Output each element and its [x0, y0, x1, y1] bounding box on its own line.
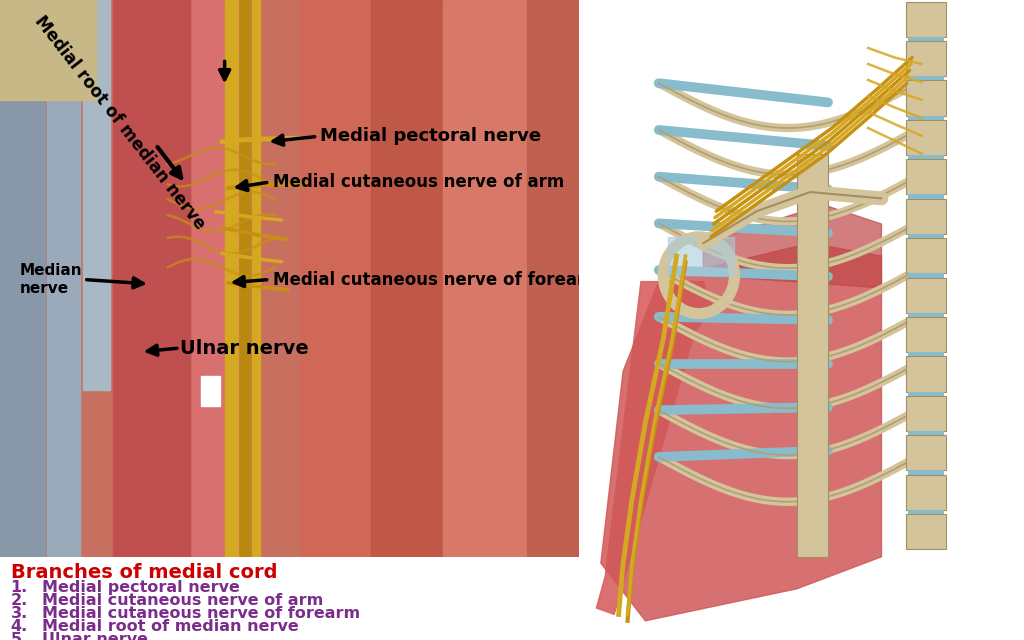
Bar — [908, 234, 944, 241]
Bar — [908, 431, 944, 439]
Text: Medial cutaneous nerve of forearm: Medial cutaneous nerve of forearm — [42, 606, 360, 621]
Bar — [906, 317, 946, 352]
Bar — [906, 278, 946, 313]
Text: Median
nerve: Median nerve — [19, 263, 82, 296]
Bar — [906, 356, 946, 392]
Bar — [906, 41, 946, 76]
Text: 5.: 5. — [10, 632, 28, 640]
Bar — [527, 0, 599, 557]
Bar — [908, 76, 944, 84]
Bar — [47, 0, 80, 557]
Bar — [797, 154, 828, 557]
Bar — [906, 475, 946, 510]
Polygon shape — [601, 243, 882, 621]
Polygon shape — [596, 282, 713, 614]
Text: Medial cutaneous nerve of arm: Medial cutaneous nerve of arm — [272, 173, 564, 191]
Bar — [906, 198, 946, 234]
Text: Branches of medial cord: Branches of medial cord — [10, 563, 278, 582]
Bar — [908, 155, 944, 163]
Text: 4.: 4. — [10, 619, 28, 634]
Bar — [908, 392, 944, 399]
Bar — [191, 0, 224, 557]
Bar — [906, 396, 946, 431]
Bar — [224, 0, 238, 557]
Text: 2.: 2. — [10, 593, 28, 608]
Bar — [908, 352, 944, 360]
Bar — [906, 120, 946, 155]
Bar — [908, 470, 944, 478]
Bar — [252, 0, 260, 557]
Text: 3.: 3. — [10, 606, 28, 621]
Text: Ulnar nerve: Ulnar nerve — [180, 339, 308, 358]
Bar — [906, 81, 946, 116]
Text: Medial root of median nerve: Medial root of median nerve — [42, 619, 299, 634]
Text: Medial root of median nerve: Medial root of median nerve — [31, 12, 209, 233]
Text: 1.: 1. — [10, 580, 28, 595]
Bar — [906, 159, 946, 195]
Text: Medial cutaneous nerve of arm: Medial cutaneous nerve of arm — [42, 593, 324, 608]
Bar — [908, 116, 944, 124]
Bar — [240, 0, 251, 557]
Bar — [908, 195, 944, 202]
Text: Medial pectoral nerve: Medial pectoral nerve — [321, 127, 542, 145]
Bar — [83, 0, 110, 390]
Text: Medial pectoral nerve: Medial pectoral nerve — [42, 580, 240, 595]
Text: Medial cutaneous nerve of forearm: Medial cutaneous nerve of forearm — [272, 271, 602, 289]
Bar — [908, 273, 944, 281]
Bar — [443, 0, 527, 557]
Bar — [908, 510, 944, 518]
Bar — [908, 36, 944, 45]
Bar — [113, 0, 190, 557]
Polygon shape — [703, 205, 882, 288]
Text: Ulnar nerve: Ulnar nerve — [42, 632, 148, 640]
Bar — [906, 514, 946, 549]
Bar — [906, 435, 946, 470]
Bar — [906, 1, 946, 36]
Bar — [201, 376, 220, 406]
Bar — [299, 0, 372, 557]
Bar — [0, 0, 96, 100]
Bar — [908, 313, 944, 321]
Bar — [906, 238, 946, 273]
Bar — [0, 0, 45, 557]
Bar — [372, 0, 443, 557]
Bar — [668, 237, 734, 275]
